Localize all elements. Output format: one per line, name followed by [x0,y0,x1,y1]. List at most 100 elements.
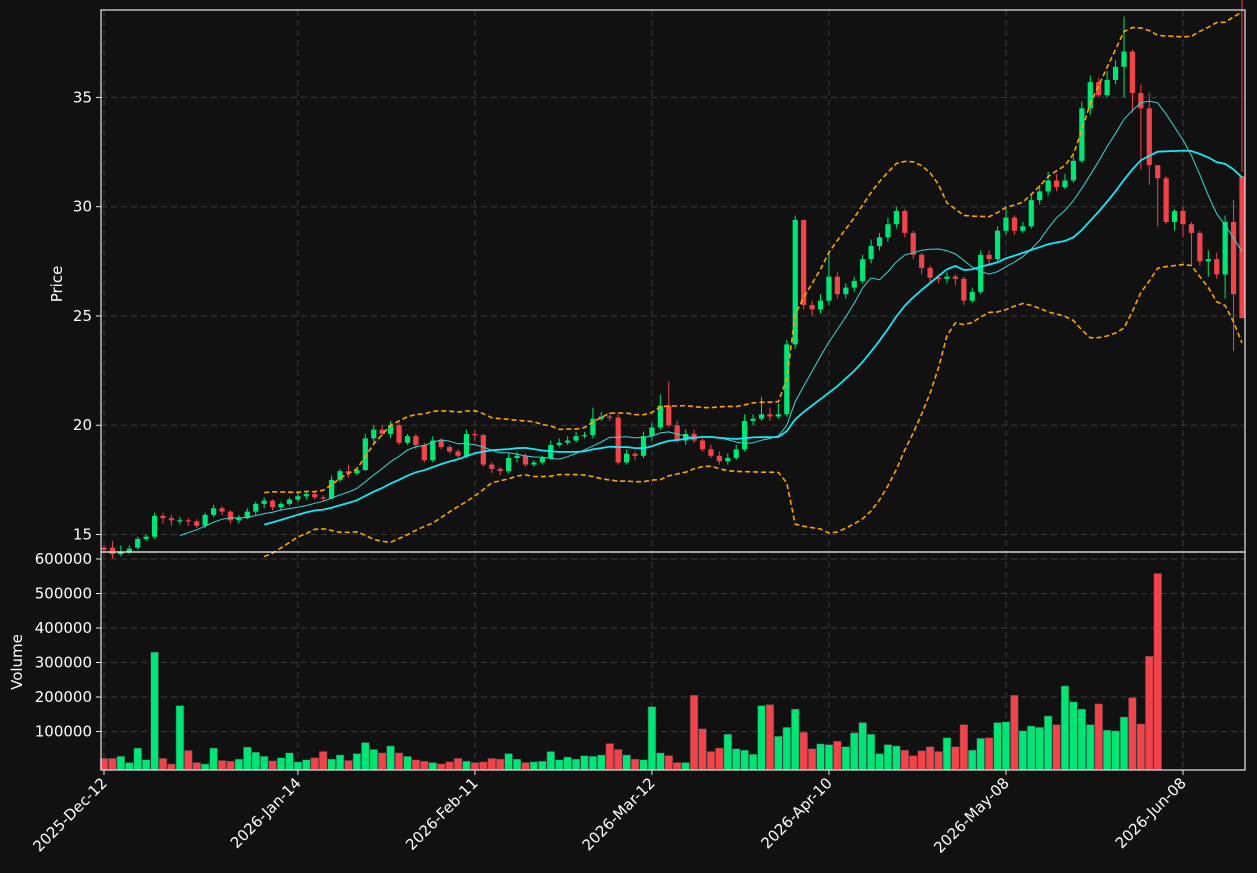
candle-body [447,447,453,452]
candle-body [598,416,604,419]
upper-band-line [264,11,1243,494]
volume-bar [698,728,707,771]
volume-bar [647,706,657,771]
candle-body [185,520,191,522]
volume-bar [580,755,589,771]
candle-body [758,414,765,419]
volume-bar [689,695,699,771]
volume-bar [453,758,463,771]
candle-body [312,494,318,498]
candle-body [1104,79,1110,96]
candle-body [126,548,132,552]
candle-body [607,416,613,418]
candle-body [269,500,276,508]
volume-bar [1077,708,1086,771]
volume-bar [403,756,412,771]
volume-bar [833,740,842,771]
volume-bar [150,651,159,771]
volume-bar [791,708,800,771]
volume-bar [420,760,429,771]
candle-body [969,291,975,301]
candle-body [1188,224,1195,233]
volume-bar [1094,703,1103,771]
lower-band-line [263,263,1243,558]
volume-bar [732,748,741,771]
volume-bar [1153,573,1162,771]
candle-body [1171,211,1178,222]
candle-body [978,254,984,292]
volume-bar [521,762,530,771]
volume-bar [1010,695,1019,771]
candle-body [1138,93,1144,109]
candle-body [345,471,352,474]
candle-body [1028,200,1034,227]
ma-slow-line [263,149,1243,526]
volume-bar [319,751,328,771]
volume-bar [142,759,151,771]
volume-bar [260,756,269,771]
volume-bar [1027,725,1036,771]
volume-bar [934,751,943,771]
candle-body [632,453,638,456]
candle-body [219,508,225,512]
candle-body [1003,217,1009,231]
candle-body [581,435,588,437]
candle-body [834,276,840,295]
volume-bar [1145,656,1154,771]
volume-bar [125,762,134,771]
volume-axis-label: Volume [8,634,26,690]
candle-body [902,211,908,233]
candle-body [1053,180,1060,188]
candle-body [1155,165,1161,179]
candle-body [860,259,866,281]
volume-bar [1119,716,1129,771]
candle-body [919,254,925,268]
volume-bar [799,731,808,771]
volume-bar [437,763,446,771]
candle-body [843,287,849,295]
volume-bar [369,749,378,771]
candle-body [387,425,394,434]
volume-bar [411,759,421,771]
volume-bar [1060,685,1070,771]
candle-body [683,433,689,441]
price-tick-label: 35 [73,88,92,106]
volume-bar [428,762,437,771]
volume-bar [824,744,834,771]
volume-bar [555,759,564,771]
volume-bar [715,747,724,771]
candle-body [210,508,217,515]
candle-body [227,511,234,521]
candle-body [522,455,529,465]
candle-body [565,440,571,443]
candle-body [371,429,377,439]
volume-bar [361,742,370,771]
volume-bar [268,760,277,771]
candle-body [379,429,385,434]
volume-bar [723,734,732,771]
volume-bar [167,763,176,771]
volume-bar [588,756,598,771]
volume-bar [470,762,480,771]
candle-body [1214,259,1220,275]
candle-body [876,237,883,247]
candle-body [539,458,545,463]
candle-body [472,433,478,436]
volume-bar [883,744,893,771]
volume-bar [959,724,968,771]
candle-body [168,518,175,521]
volume-bar [175,705,184,771]
volume-bar [158,758,168,771]
volume-bar [496,758,505,771]
candle-body [910,232,916,255]
volume-bar [630,758,640,771]
volume-bar [479,761,488,771]
candle-body [160,515,166,519]
volume-bar [925,746,935,771]
volume-bar [1018,730,1027,771]
volume-bar [614,749,623,771]
candle-body [809,305,815,310]
candle-body [1163,178,1169,222]
volume-bar [1001,721,1011,771]
volume-bar [1128,697,1137,771]
